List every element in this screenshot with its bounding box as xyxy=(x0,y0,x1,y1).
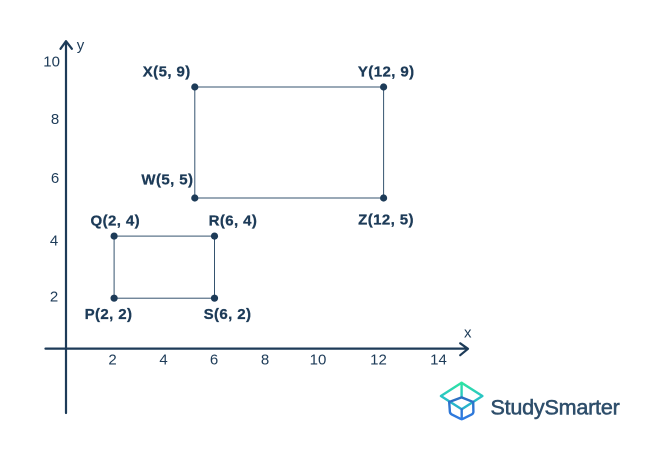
svg-text:2: 2 xyxy=(50,288,58,305)
svg-text:Z(12, 5): Z(12, 5) xyxy=(358,212,414,229)
svg-text:10: 10 xyxy=(43,54,60,71)
svg-text:4: 4 xyxy=(159,352,167,369)
svg-text:10: 10 xyxy=(310,352,327,369)
svg-text:x: x xyxy=(464,325,472,342)
svg-text:R(6, 4): R(6, 4) xyxy=(209,213,258,230)
svg-text:6: 6 xyxy=(51,170,59,187)
svg-text:2: 2 xyxy=(108,352,116,369)
svg-text:S(6, 2): S(6, 2) xyxy=(204,306,252,323)
svg-text:12: 12 xyxy=(370,352,387,369)
svg-text:14: 14 xyxy=(430,352,447,369)
svg-text:P(2, 2): P(2, 2) xyxy=(85,306,133,323)
svg-text:Y(12, 9): Y(12, 9) xyxy=(358,63,415,80)
svg-text:4: 4 xyxy=(50,232,58,249)
svg-text:Q(2, 4): Q(2, 4) xyxy=(91,213,140,230)
svg-text:W(5, 5): W(5, 5) xyxy=(141,172,193,189)
svg-text:y: y xyxy=(77,37,85,54)
svg-text:6: 6 xyxy=(210,352,218,369)
svg-text:X(5, 9): X(5, 9) xyxy=(143,63,191,80)
svg-text:StudySmarter: StudySmarter xyxy=(491,395,620,419)
svg-text:8: 8 xyxy=(261,352,269,369)
svg-text:8: 8 xyxy=(51,111,59,128)
